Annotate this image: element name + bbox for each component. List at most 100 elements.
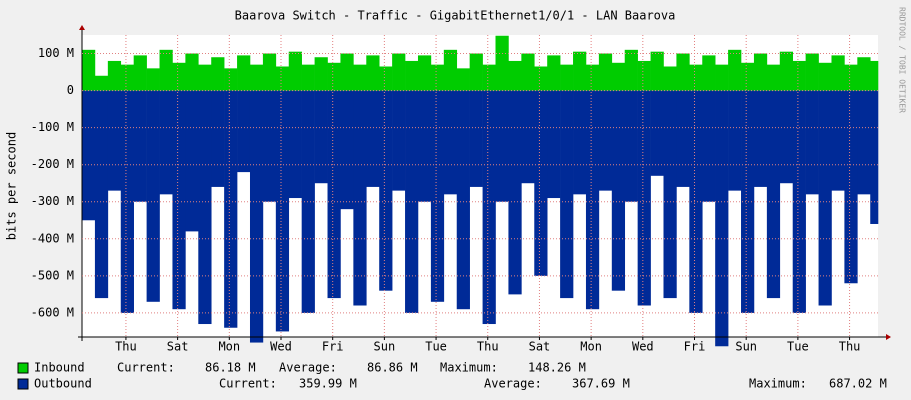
area-step xyxy=(741,62,755,91)
area-step xyxy=(508,90,522,295)
x-tick-label: Sat xyxy=(167,340,189,354)
area-step xyxy=(133,55,147,91)
y-axis-label: bits per second xyxy=(5,132,19,240)
area-step xyxy=(288,51,302,91)
area-step xyxy=(340,90,354,210)
area-step xyxy=(237,55,251,91)
area-step xyxy=(857,90,871,195)
area-step xyxy=(211,57,225,91)
area-step xyxy=(133,90,147,202)
area-step xyxy=(185,53,199,91)
area-step xyxy=(585,64,600,91)
legend-label: Inbound xyxy=(34,361,85,375)
area-step xyxy=(224,90,238,328)
area-step xyxy=(547,90,561,199)
legend-swatch xyxy=(17,378,29,390)
area-step xyxy=(185,90,199,232)
plot xyxy=(82,35,879,347)
area-step xyxy=(831,55,845,91)
x-tick-label: Thu xyxy=(839,340,861,354)
stat-name: Current: xyxy=(117,361,175,375)
area-step xyxy=(870,90,879,224)
area-step xyxy=(340,53,354,91)
x-arrow xyxy=(886,334,891,340)
area-step xyxy=(327,62,341,91)
area-step xyxy=(159,49,173,91)
area-step xyxy=(482,64,496,91)
area-step xyxy=(676,53,690,91)
area-step xyxy=(198,64,212,91)
area-step xyxy=(469,53,483,91)
area-step xyxy=(624,90,638,202)
stat-value: 86.86 M xyxy=(367,361,418,375)
area-step xyxy=(728,49,742,91)
y-arrow xyxy=(79,25,85,30)
area-step xyxy=(818,90,832,306)
area-step xyxy=(870,60,879,91)
area-step xyxy=(844,64,858,91)
x-tick-label: Tue xyxy=(787,340,809,354)
y-tick-label: 0 xyxy=(67,83,74,97)
area-step xyxy=(443,90,458,195)
area-step xyxy=(249,90,264,343)
area-step xyxy=(715,90,729,347)
area-step xyxy=(650,90,664,176)
stat-value: 86.18 M xyxy=(205,361,256,375)
x-tick-label: Mon xyxy=(580,340,602,354)
area-step xyxy=(366,55,380,91)
x-tick-label: Mon xyxy=(218,340,240,354)
area-step xyxy=(676,90,690,187)
x-tick-label: Thu xyxy=(115,340,137,354)
area-step xyxy=(405,60,419,91)
y-tick-label: -400 M xyxy=(31,231,74,245)
area-step xyxy=(107,60,122,91)
area-step xyxy=(598,90,613,191)
area-step xyxy=(573,51,587,91)
area-step xyxy=(547,55,561,91)
area-step xyxy=(94,90,109,299)
area-step xyxy=(469,90,483,187)
area-step xyxy=(508,60,522,91)
area-step xyxy=(327,90,341,299)
area-step xyxy=(560,90,574,299)
area-step xyxy=(637,90,651,306)
y-tick-label: -600 M xyxy=(31,305,74,319)
area-step xyxy=(353,90,367,306)
area-step xyxy=(560,64,574,91)
area-step xyxy=(107,90,122,191)
area-step xyxy=(417,55,432,91)
area-step xyxy=(224,68,238,91)
x-tick-label: Thu xyxy=(477,340,499,354)
area-step xyxy=(314,57,328,91)
area-step xyxy=(159,90,173,195)
chart-title: Baarova Switch - Traffic - GigabitEthern… xyxy=(235,9,676,23)
area-step xyxy=(456,68,470,91)
area-step xyxy=(430,64,445,91)
area-step xyxy=(689,90,703,313)
area-step xyxy=(728,90,742,191)
area-step xyxy=(301,90,315,313)
x-tick-label: Wed xyxy=(270,340,292,354)
y-tick-label: -200 M xyxy=(31,157,74,171)
area-step xyxy=(198,90,212,325)
area-step xyxy=(715,64,729,91)
area-step xyxy=(766,64,781,91)
area-step xyxy=(82,49,96,91)
area-step xyxy=(417,90,432,202)
area-step xyxy=(430,90,445,302)
stat-name: Average: xyxy=(484,377,542,391)
area-step xyxy=(482,90,496,325)
area-step xyxy=(779,90,794,184)
area-step xyxy=(702,90,716,202)
area-step xyxy=(146,68,160,91)
area-step xyxy=(405,90,419,313)
stat-name: Average: xyxy=(279,361,337,375)
area-step xyxy=(275,66,290,91)
stat-value: 148.26 M xyxy=(528,361,586,375)
area-step xyxy=(301,64,315,91)
x-tick-label: Tue xyxy=(425,340,447,354)
x-tick-label: Fri xyxy=(322,340,344,354)
area-step xyxy=(766,90,781,299)
x-tick-label: Wed xyxy=(632,340,654,354)
area-step xyxy=(288,90,302,199)
